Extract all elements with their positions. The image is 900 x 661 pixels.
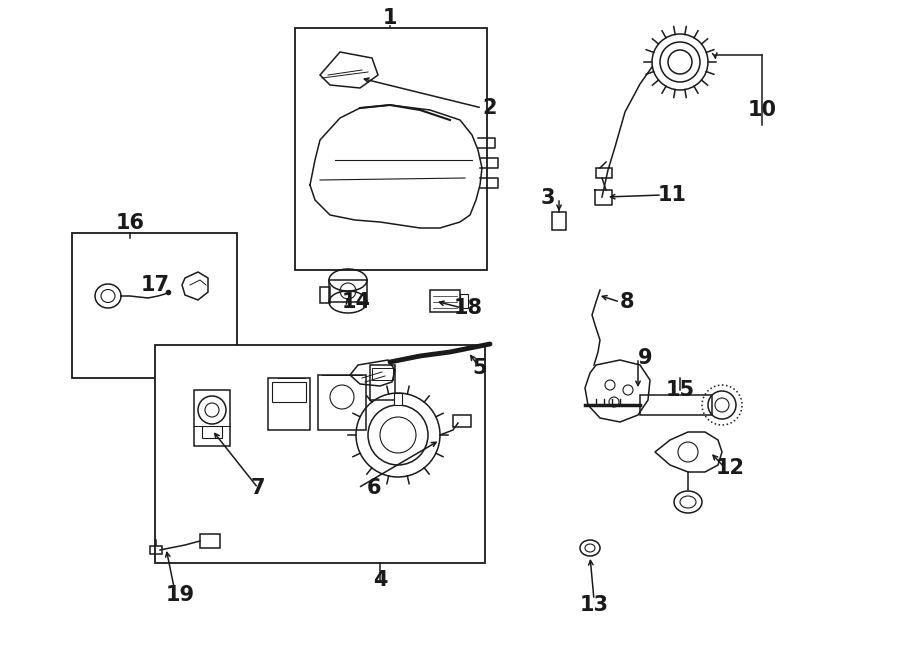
Text: 8: 8 [620,292,634,312]
Text: 15: 15 [665,380,695,400]
Text: 13: 13 [580,595,608,615]
Text: 1: 1 [382,8,397,28]
Text: 5: 5 [472,358,487,378]
Bar [640,395,712,415]
Bar [372,368,393,380]
Bar [596,168,612,178]
Bar [268,378,310,430]
Text: 18: 18 [454,298,482,318]
Bar [460,294,468,308]
Text: 4: 4 [373,570,387,590]
Text: 17: 17 [140,275,169,295]
Bar [552,212,566,230]
Text: 10: 10 [748,100,777,120]
Bar [155,345,485,563]
Bar [295,28,487,270]
Bar [329,280,367,302]
Text: 19: 19 [166,585,194,605]
Bar [318,375,366,430]
Text: 2: 2 [482,98,497,118]
Text: 7: 7 [251,478,266,498]
Text: 6: 6 [367,478,382,498]
Bar [202,426,222,438]
Bar [200,534,220,548]
Bar [453,415,471,427]
Bar [430,290,460,312]
Bar [72,233,237,378]
Text: 16: 16 [115,213,145,233]
Bar [320,287,330,303]
Text: 14: 14 [341,292,371,312]
Polygon shape [394,393,402,405]
Text: 3: 3 [541,188,555,208]
Bar [194,390,230,446]
Bar [370,365,395,400]
Text: 9: 9 [638,348,652,368]
Text: 11: 11 [658,185,687,205]
Bar [272,382,306,402]
Bar [150,546,162,554]
Text: 12: 12 [716,458,744,478]
